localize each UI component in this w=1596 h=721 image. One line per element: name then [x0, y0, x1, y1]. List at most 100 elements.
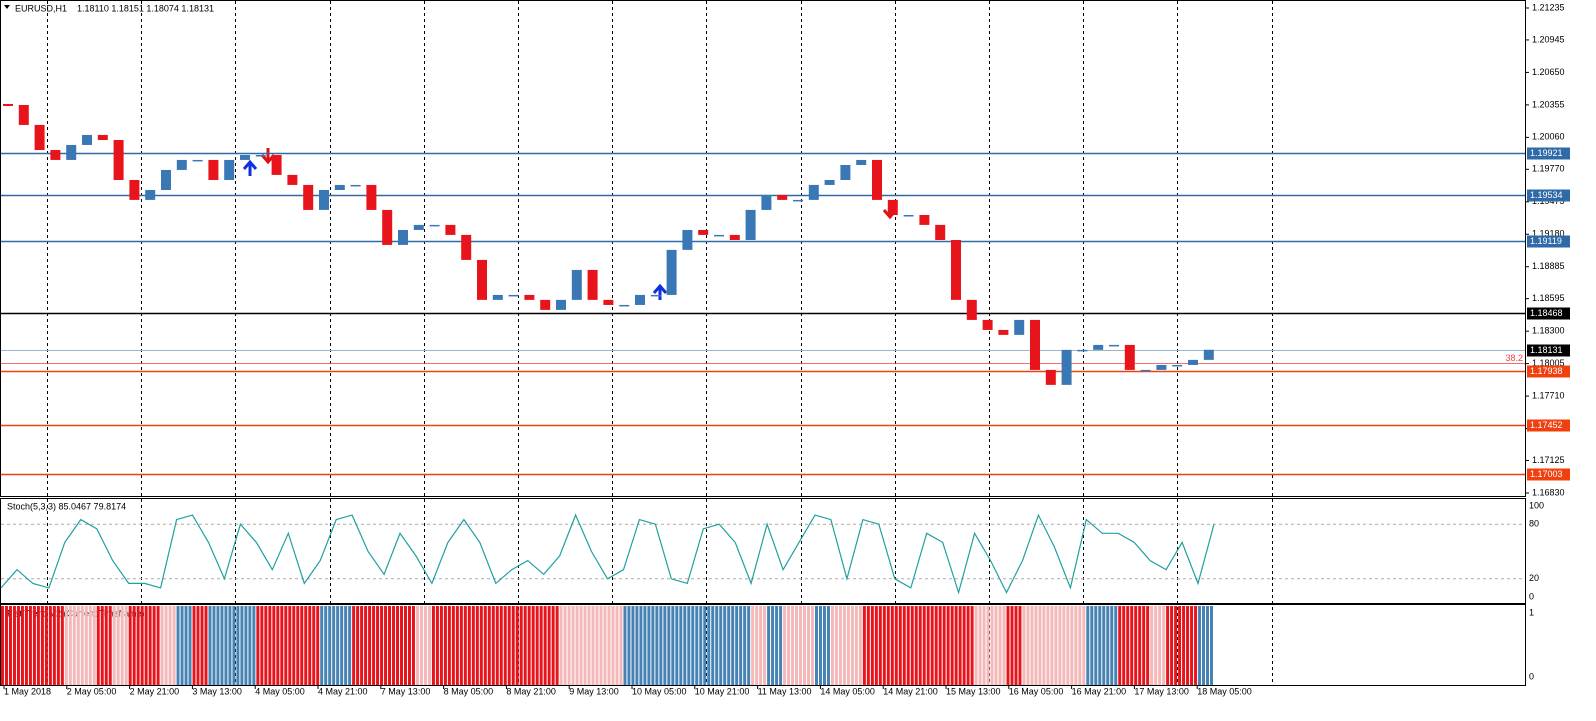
trend-bar — [368, 606, 372, 685]
x-tick-label: 14 May 05:00 — [820, 686, 875, 696]
trend-bar — [455, 606, 459, 685]
trend-bar — [667, 606, 671, 685]
candle — [998, 329, 1009, 335]
trend-bar — [443, 606, 447, 685]
trend-bar — [236, 606, 240, 685]
trend-bar — [523, 606, 527, 685]
level-label: 1.17003 — [1530, 469, 1563, 479]
trend-bar — [400, 606, 404, 685]
candle — [461, 234, 472, 260]
y-tick-label: 1.20060 — [1532, 132, 1565, 142]
trend-bar — [148, 606, 152, 685]
trend-bar — [208, 606, 212, 685]
trend-bar — [639, 606, 643, 685]
trend-bar — [1006, 606, 1010, 685]
y-tick-label: 1.19180 — [1532, 229, 1565, 239]
trend-bar — [607, 606, 611, 685]
trend-bar — [1062, 606, 1066, 685]
trend-bar — [1070, 606, 1074, 685]
trend-bar — [619, 606, 623, 685]
trend-bar — [555, 606, 559, 685]
candle — [1093, 344, 1104, 350]
trend-bar — [910, 606, 914, 685]
trend-bar — [755, 606, 759, 685]
trend-bar — [28, 606, 32, 685]
candle — [587, 269, 598, 300]
trend-bar — [834, 606, 838, 685]
candle — [887, 199, 898, 215]
trend-bar — [950, 606, 954, 685]
trend-bar — [866, 606, 870, 685]
x-tick-label: 15 May 13:00 — [946, 686, 1001, 696]
trend-bar — [1034, 606, 1038, 685]
candle — [571, 269, 582, 300]
trend-bar — [958, 606, 962, 685]
trend-bar — [1058, 606, 1062, 685]
trend-bar — [906, 606, 910, 685]
trend-bar — [16, 606, 20, 685]
trend-bar — [459, 606, 463, 685]
trend-bar — [631, 606, 635, 685]
trend-bar — [96, 606, 100, 685]
trend-bar — [220, 606, 224, 685]
trend-bar — [88, 606, 92, 685]
trend-bar — [44, 606, 48, 685]
trend-bar — [1206, 606, 1210, 685]
trend-bar — [739, 606, 743, 685]
trend-bar — [471, 606, 475, 685]
trend-bar — [60, 606, 64, 685]
trend-bar — [515, 606, 519, 685]
trend-bar — [759, 606, 763, 685]
candle — [287, 174, 298, 185]
trend-bar — [320, 606, 324, 685]
trend-bar — [419, 606, 423, 685]
trend-bar — [511, 606, 515, 685]
trend-bar — [160, 606, 164, 685]
trend-bar — [188, 606, 192, 685]
trend-bar — [192, 606, 196, 685]
trend-bar — [719, 606, 723, 685]
trend-bar — [1078, 606, 1082, 685]
candle — [682, 229, 693, 250]
y-tick-label: 1 — [1529, 607, 1534, 617]
trend-bar — [467, 606, 471, 685]
candle — [1061, 349, 1072, 385]
candle — [66, 144, 77, 160]
trend-bar — [775, 606, 779, 685]
trend-bar — [803, 606, 807, 685]
trend-bar — [324, 606, 328, 685]
trend-bar — [970, 606, 974, 685]
trend-bar — [36, 606, 40, 685]
x-tick-label: 7 May 13:00 — [381, 686, 431, 696]
trend-bar — [439, 606, 443, 685]
trend-bar — [723, 606, 727, 685]
trend-bar — [24, 606, 28, 685]
x-tick-label: 16 May 05:00 — [1009, 686, 1064, 696]
trend-bar — [962, 606, 966, 685]
trend-bar — [396, 606, 400, 685]
trend-bar — [260, 606, 264, 685]
trend-bar — [156, 606, 160, 685]
trend-bar — [304, 606, 308, 685]
trend-bar — [32, 606, 36, 685]
stoch-line — [0, 513, 1215, 595]
trend-bar — [435, 606, 439, 685]
trend-bar — [994, 606, 998, 685]
candle — [303, 184, 314, 210]
trend-bar — [1182, 606, 1186, 685]
trend-bar — [447, 606, 451, 685]
candle — [445, 224, 456, 235]
trend-bar — [519, 606, 523, 685]
trend-bar — [164, 606, 168, 685]
trend-bar — [1066, 606, 1070, 685]
trend-bar — [280, 606, 284, 685]
trend-bar — [998, 606, 1002, 685]
candle — [650, 294, 661, 297]
trend-bar — [1198, 606, 1202, 685]
candle — [334, 184, 345, 190]
trend-bar — [264, 606, 268, 685]
level-label: 1.18131 — [1530, 345, 1563, 355]
trend-bar — [683, 606, 687, 685]
trend-bar — [92, 606, 96, 685]
y-tick-label: 80 — [1529, 519, 1539, 529]
